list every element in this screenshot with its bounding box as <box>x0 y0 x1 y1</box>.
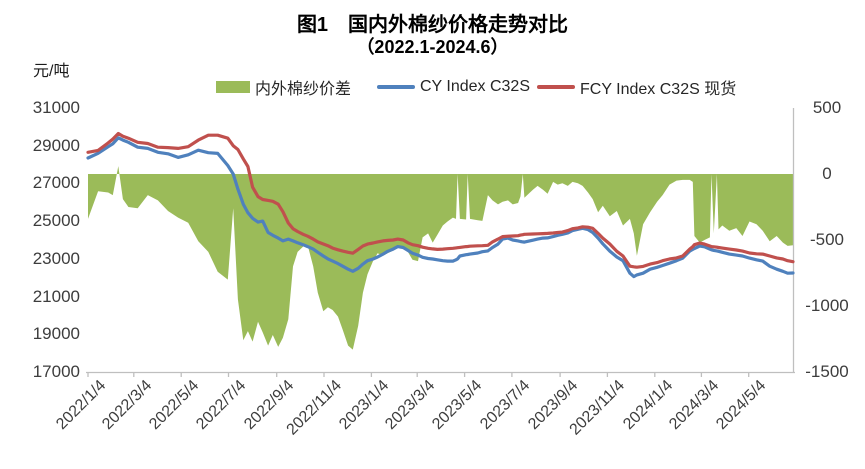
y-axis-left-label: 27000 <box>32 173 80 193</box>
y-axis-left-label: 25000 <box>32 211 80 231</box>
y-axis-right-label: -1500 <box>805 362 849 381</box>
line-swatch-icon <box>537 85 575 89</box>
y-axis-right-label: -500 <box>809 230 845 249</box>
area-swatch-icon <box>216 81 250 93</box>
y-axis-right-label: 500 <box>812 98 842 117</box>
y-axis-right-label: 0 <box>822 164 832 183</box>
y-axis-left-label: 19000 <box>32 324 80 344</box>
chart-subtitle: （2022.1-2024.6） <box>356 37 509 57</box>
legend-item-fcy-index: FCY Index C32S 现货 <box>537 78 737 98</box>
y-axis-left-label: 17000 <box>32 362 80 381</box>
y-axis-right-label: -1000 <box>805 296 849 315</box>
chart-title: 图1 国内外棉纱价格走势对比 <box>296 14 569 36</box>
legend-item-cy-index: CY Index C32S <box>377 78 530 96</box>
line-swatch-icon <box>377 85 415 89</box>
y-axis-left-label: 29000 <box>32 135 80 155</box>
price-diff-area <box>88 166 793 350</box>
legend-label-price-diff: 内外棉纱价差 <box>255 81 352 98</box>
legend-label-cy-index: CY Index C32S <box>420 78 530 95</box>
y-axis-left-label: 21000 <box>32 286 80 306</box>
left-axis-unit-label: 元/吨 <box>33 63 70 80</box>
legend-label-fcy-index: FCY Index C32S 现货 <box>580 81 737 98</box>
y-axis-left-label: 23000 <box>32 248 80 268</box>
y-axis-left-label: 31000 <box>32 98 80 117</box>
x-axis-ticks <box>87 372 750 377</box>
fcy-index-line <box>86 131 795 269</box>
legend-item-price-diff: 内外棉纱价差 <box>216 78 352 98</box>
